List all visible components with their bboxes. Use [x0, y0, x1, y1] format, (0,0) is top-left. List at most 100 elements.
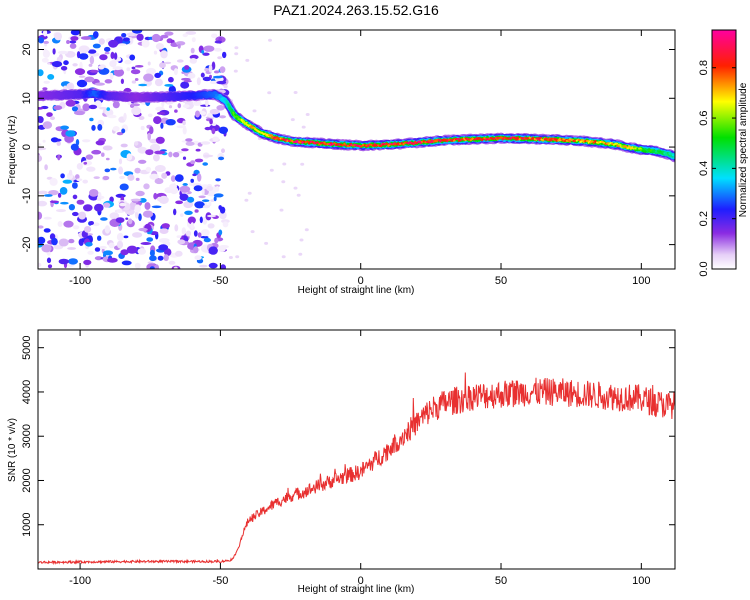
noise-blob — [185, 230, 192, 237]
noise-blob — [149, 143, 161, 152]
noise-blob — [180, 81, 190, 89]
noise-blob — [175, 200, 184, 205]
noise-blob — [174, 174, 184, 182]
ridge-segment — [321, 141, 326, 145]
noise-blob — [86, 233, 93, 236]
noise-blob — [218, 245, 227, 253]
noise-blob — [50, 116, 55, 121]
noise-blob — [299, 238, 304, 242]
noise-blob — [94, 82, 106, 86]
spectrogram-frame — [37, 29, 676, 270]
noise-blob — [200, 141, 211, 145]
noise-blob — [187, 216, 196, 225]
noise-blob — [38, 143, 42, 146]
noise-blob — [58, 258, 69, 265]
noise-blob — [46, 112, 53, 117]
noise-blob — [41, 57, 49, 63]
ridge-segment — [631, 146, 635, 150]
noise-blob — [135, 190, 145, 197]
noise-blob — [51, 61, 63, 68]
ridge-segment — [276, 136, 280, 140]
noise-blob — [252, 109, 257, 113]
noise-blob — [211, 61, 216, 70]
noise-blob — [235, 255, 240, 259]
ridge-segment — [441, 139, 445, 142]
noise-blob — [92, 43, 101, 49]
ridge-segment — [567, 138, 571, 143]
noise-blob — [131, 80, 137, 84]
ridge-segment — [557, 137, 561, 142]
noise-blob — [200, 235, 209, 239]
x-tick-label: 100 — [632, 575, 650, 587]
noise-blob — [281, 255, 286, 259]
noise-blob — [93, 31, 99, 39]
noise-blob — [70, 30, 80, 36]
y-tick-label: 4000 — [21, 380, 33, 404]
noise-blob — [78, 53, 89, 60]
noise-blob — [198, 195, 206, 199]
noise-blob — [66, 83, 73, 89]
noise-blob — [134, 262, 141, 269]
noise-blob — [46, 257, 52, 264]
ridge-segment — [274, 137, 279, 141]
noise-blob — [173, 208, 177, 216]
snr-y-axis-title: SNR (10 * v/v) — [7, 418, 18, 482]
noise-blob — [82, 139, 91, 143]
noise-blob — [38, 69, 44, 77]
noise-blob — [293, 91, 298, 94]
noise-blob — [184, 210, 193, 215]
noise-blob — [177, 43, 181, 49]
noise-blob — [193, 230, 198, 237]
noise-blob — [69, 43, 77, 49]
snr-x-axis-title: Height of straight line (km) — [298, 584, 415, 595]
noise-blob — [83, 259, 92, 265]
colorbar-tick-label: 0.0 — [698, 261, 710, 276]
noise-blob — [68, 169, 73, 176]
noise-blob — [94, 256, 103, 261]
noise-blob — [161, 223, 170, 229]
ridge-segment — [468, 137, 472, 141]
ridge-segment — [385, 142, 390, 146]
noise-blob — [70, 36, 79, 41]
noise-blob — [54, 138, 62, 142]
figure-title: PAZ1.2024.263.15.52.G16 — [273, 2, 439, 18]
noise-blob — [145, 166, 152, 172]
noise-blob — [94, 203, 104, 212]
noise-blob — [199, 216, 203, 224]
snr-x-axis: -100 -50 0 50 100 — [69, 330, 651, 587]
noise-blob — [68, 238, 75, 244]
noise-blob — [305, 113, 310, 116]
noise-blob — [135, 177, 140, 181]
noise-blob — [154, 78, 163, 87]
noise-blob — [91, 124, 96, 131]
noise-blob — [53, 105, 63, 111]
noise-blob — [179, 193, 189, 201]
noise-blob — [128, 218, 133, 225]
ridge-segment — [333, 142, 337, 146]
noise-blob — [218, 229, 223, 236]
noise-blob — [187, 72, 196, 79]
colorbar-tick-label: 0.6 — [698, 110, 710, 125]
noise-blob — [89, 55, 95, 65]
noise-blob — [228, 256, 233, 259]
noise-blob — [149, 249, 155, 257]
noise-blob — [56, 209, 66, 213]
noise-blob — [89, 69, 99, 73]
noise-blob — [179, 185, 191, 193]
noise-blob — [129, 54, 136, 61]
noise-blob — [73, 110, 85, 116]
noise-blob — [146, 237, 154, 242]
noise-blob — [173, 68, 178, 76]
noise-blob — [159, 62, 166, 69]
noise-blob — [115, 217, 125, 224]
noise-blob — [147, 61, 151, 66]
ridge-segment — [636, 147, 641, 151]
noise-blob — [189, 58, 197, 64]
noise-blob — [99, 106, 107, 110]
noise-blob — [76, 199, 85, 205]
noise-blob — [140, 125, 145, 131]
noise-blob — [190, 178, 194, 183]
noise-blob — [97, 124, 103, 131]
x-tick-label: 0 — [358, 275, 364, 287]
noise-blob — [173, 266, 178, 269]
